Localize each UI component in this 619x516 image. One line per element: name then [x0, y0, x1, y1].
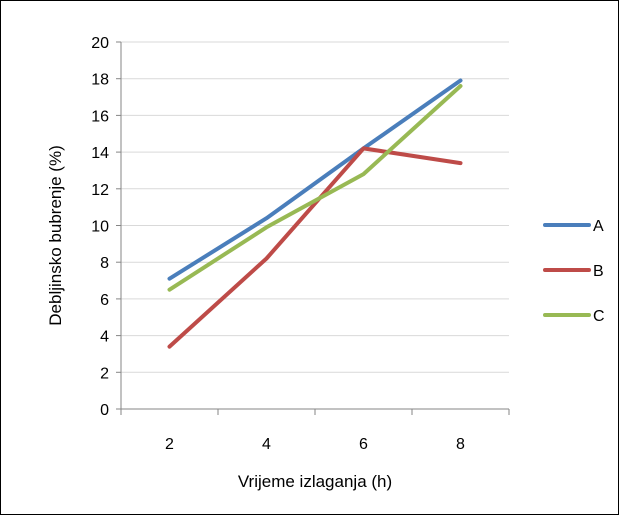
y-tick-label-20: 20	[91, 35, 109, 52]
y-tick-label-0: 0	[100, 402, 109, 419]
y-tick-label-16: 16	[91, 108, 109, 125]
y-axis-label: Debljinsko bubrenje (%)	[46, 145, 65, 325]
y-tick-label-6: 6	[100, 292, 109, 309]
x-axis: 2 4 6 8	[120, 408, 510, 453]
y-tick-label-2: 2	[100, 365, 109, 382]
legend: A B C	[543, 218, 605, 325]
x-tick-label-4: 4	[262, 436, 271, 453]
x-axis-label: Vrijeme izlaganja (h)	[238, 472, 392, 491]
y-tick-label-8: 8	[100, 255, 109, 272]
series-line-B	[167, 146, 463, 349]
y-tick-label-4: 4	[100, 329, 109, 346]
series-line-A	[167, 78, 463, 281]
y-tick-label-18: 18	[91, 72, 109, 89]
y-axis-ticks: 0 2 4 6 8 10 12 14 16 18 20	[91, 35, 122, 419]
series-lines	[167, 78, 463, 349]
legend-label-A: A	[593, 218, 604, 235]
grid-lines	[121, 41, 509, 373]
legend-label-C: C	[593, 308, 605, 325]
y-tick-label-14: 14	[91, 145, 109, 162]
y-tick-label-10: 10	[91, 219, 109, 236]
legend-label-B: B	[593, 263, 604, 280]
x-tick-label-8: 8	[456, 436, 465, 453]
y-tick-label-12: 12	[91, 182, 109, 199]
x-tick-label-2: 2	[165, 436, 174, 453]
series-line-C	[167, 84, 463, 292]
x-tick-label-6: 6	[359, 436, 368, 453]
